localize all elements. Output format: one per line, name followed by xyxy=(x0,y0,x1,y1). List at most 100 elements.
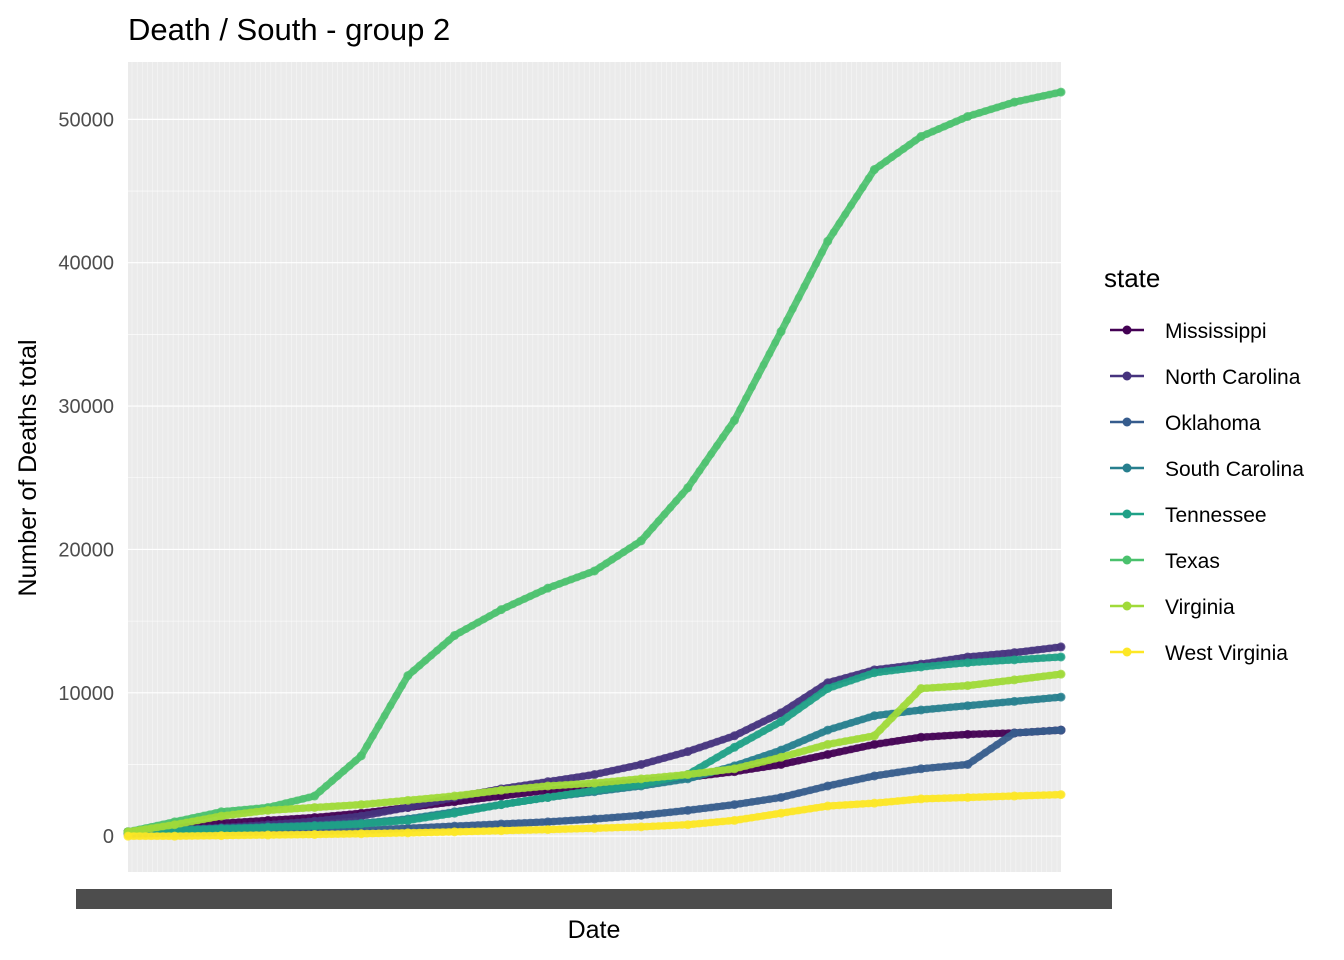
data-point xyxy=(526,825,535,834)
data-point xyxy=(928,661,937,670)
data-point xyxy=(252,823,261,832)
data-point xyxy=(922,662,931,671)
data-point xyxy=(328,802,337,811)
data-point xyxy=(240,809,249,818)
data-point xyxy=(485,612,494,621)
data-point xyxy=(835,219,844,228)
data-point xyxy=(969,730,978,739)
data-point xyxy=(677,490,686,499)
data-point xyxy=(847,201,856,210)
data-point xyxy=(882,719,891,728)
data-point xyxy=(590,823,599,833)
data-point xyxy=(310,829,320,839)
data-point xyxy=(555,781,564,790)
data-point xyxy=(998,698,1007,707)
data-point xyxy=(969,701,978,710)
data-point xyxy=(374,799,383,808)
data-point xyxy=(322,830,331,839)
legend-label: Texas xyxy=(1165,550,1220,573)
data-point xyxy=(199,825,208,834)
data-point xyxy=(532,818,541,827)
data-point xyxy=(409,795,418,804)
data-point xyxy=(998,656,1007,665)
data-point xyxy=(672,497,681,506)
data-point xyxy=(887,153,896,162)
data-point xyxy=(736,405,745,414)
data-point xyxy=(928,763,937,772)
data-point xyxy=(240,824,249,833)
y-tick-label: 50000 xyxy=(58,109,114,131)
data-point xyxy=(712,753,721,762)
data-point xyxy=(765,723,774,732)
data-point xyxy=(345,820,354,829)
data-point xyxy=(823,236,833,246)
data-point xyxy=(893,149,902,158)
data-point xyxy=(345,761,354,770)
data-point xyxy=(380,798,389,807)
data-point xyxy=(246,831,255,840)
data-point xyxy=(1009,728,1019,738)
data-point xyxy=(549,817,558,826)
data-point xyxy=(759,727,768,736)
data-point xyxy=(1033,654,1042,663)
data-point xyxy=(333,821,342,830)
data-point xyxy=(462,790,471,799)
data-point xyxy=(1039,791,1048,800)
data-point xyxy=(1009,655,1019,665)
data-point xyxy=(339,766,348,775)
data-point xyxy=(1045,653,1054,662)
data-point xyxy=(456,827,465,836)
data-point xyxy=(858,799,867,808)
data-point xyxy=(689,769,698,778)
data-point xyxy=(223,831,232,840)
data-point xyxy=(368,799,377,808)
data-point xyxy=(1016,791,1025,800)
data-point xyxy=(473,789,482,798)
data-point xyxy=(1039,645,1048,654)
legend-title: state xyxy=(1104,263,1160,293)
legend-label: Oklahoma xyxy=(1165,412,1261,435)
data-point xyxy=(987,699,996,708)
data-point xyxy=(1027,791,1036,800)
data-point xyxy=(695,804,704,813)
data-point xyxy=(1056,652,1066,662)
data-point xyxy=(660,821,669,830)
data-point xyxy=(882,667,891,676)
x-tick-labels xyxy=(76,889,1112,909)
data-point xyxy=(987,744,996,753)
data-point xyxy=(403,828,413,838)
data-point xyxy=(607,823,616,832)
data-point xyxy=(695,819,704,828)
data-point xyxy=(613,776,622,785)
data-point xyxy=(712,802,721,811)
data-point xyxy=(864,174,873,183)
data-point xyxy=(380,818,389,827)
data-point xyxy=(712,818,721,827)
data-point xyxy=(625,781,634,790)
data-point xyxy=(975,700,984,709)
data-point xyxy=(269,823,278,832)
data-point xyxy=(753,371,762,380)
y-tick-label: 10000 xyxy=(58,683,114,705)
data-point xyxy=(1045,644,1054,653)
data-point xyxy=(561,825,570,834)
data-point xyxy=(479,788,488,797)
data-point xyxy=(380,711,389,720)
data-point xyxy=(841,800,850,809)
legend-item-south-carolina: South Carolina xyxy=(1110,458,1304,481)
data-point xyxy=(567,816,576,825)
data-point xyxy=(561,780,570,789)
data-point xyxy=(228,810,237,819)
data-point xyxy=(602,784,611,793)
data-point xyxy=(473,821,482,830)
data-point xyxy=(1022,696,1031,705)
data-point xyxy=(718,433,727,442)
data-point xyxy=(607,813,616,822)
data-point xyxy=(275,805,284,814)
data-point xyxy=(934,763,943,772)
data-point xyxy=(328,830,337,839)
data-point xyxy=(847,800,856,809)
data-point xyxy=(339,829,348,838)
data-point xyxy=(310,821,320,831)
data-point xyxy=(916,732,926,742)
